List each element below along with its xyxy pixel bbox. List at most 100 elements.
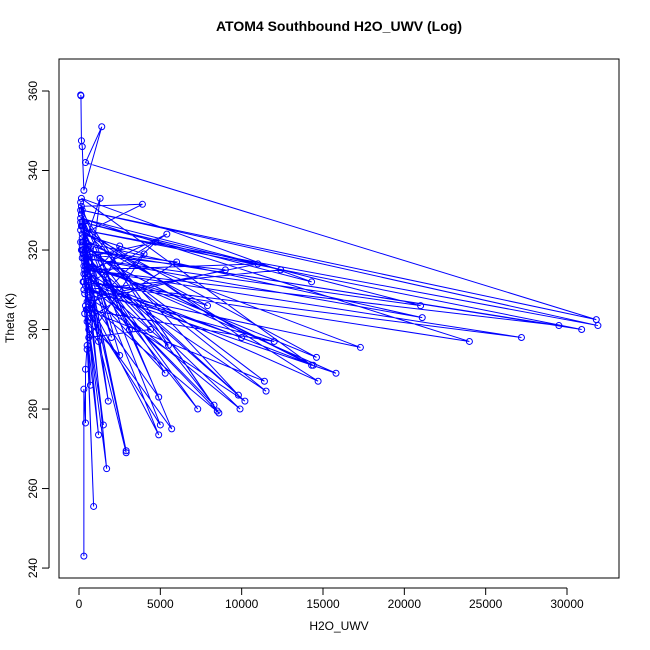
data-point — [594, 322, 602, 330]
data-point — [85, 326, 93, 334]
data-point — [122, 447, 130, 455]
data-point — [417, 302, 425, 310]
data-point — [99, 421, 107, 429]
data-point — [168, 425, 176, 433]
data-point — [78, 246, 86, 254]
data-point — [77, 238, 85, 246]
data-point — [77, 202, 85, 210]
data-point — [517, 333, 525, 341]
data-point — [83, 345, 91, 353]
data-point — [236, 405, 244, 413]
data-point — [308, 361, 316, 369]
data-point — [79, 222, 87, 230]
data-point — [85, 333, 93, 341]
data-point — [83, 318, 91, 326]
data-point — [77, 198, 85, 206]
data-point — [418, 314, 426, 322]
x-tick-label: 15000 — [306, 597, 340, 611]
x-tick-label: 30000 — [550, 597, 584, 611]
data-point — [194, 405, 202, 413]
data-point — [161, 369, 169, 377]
data-point — [77, 92, 85, 100]
data-point — [164, 341, 172, 349]
data-point — [77, 194, 85, 202]
data-point — [80, 250, 88, 258]
x-tick-label: 10000 — [225, 597, 259, 611]
data-point — [155, 431, 163, 439]
data-point — [83, 341, 91, 349]
plot-frame — [58, 58, 620, 579]
y-axis-label: Theta (K) — [3, 293, 17, 343]
x-tick-label: 5000 — [147, 597, 174, 611]
y-tick-label: 260 — [26, 478, 40, 498]
data-point — [125, 326, 133, 334]
data-point — [116, 242, 124, 250]
data-point — [103, 465, 111, 473]
data-point — [85, 294, 93, 302]
data-point — [356, 343, 364, 351]
data-point — [578, 326, 586, 334]
data-point — [108, 333, 116, 341]
data-point — [210, 401, 218, 409]
data-point — [95, 431, 103, 439]
data-point — [213, 407, 221, 415]
data-point — [81, 266, 89, 274]
data-point — [163, 230, 171, 238]
data-point — [312, 353, 320, 361]
data-point — [90, 502, 98, 510]
data-point — [77, 210, 85, 218]
data-point — [78, 242, 86, 250]
y-tick-label: 280 — [26, 399, 40, 419]
data-point — [81, 282, 89, 290]
data-point — [238, 333, 246, 341]
x-tick-label: 0 — [76, 597, 83, 611]
data-point — [140, 250, 148, 258]
data-point — [98, 123, 106, 131]
data-point — [156, 421, 164, 429]
data-point — [78, 234, 86, 242]
y-tick-label: 340 — [26, 160, 40, 180]
data-point — [332, 369, 340, 377]
data-point — [104, 397, 112, 405]
data-point — [221, 266, 229, 274]
y-tick-label: 360 — [26, 81, 40, 101]
y-tick-label: 300 — [26, 319, 40, 339]
data-point — [270, 337, 278, 345]
data-point — [86, 381, 94, 389]
data-point — [80, 552, 88, 560]
x-tick-label: 25000 — [469, 597, 503, 611]
data-point — [81, 290, 89, 298]
data-point — [80, 254, 88, 262]
data-point — [80, 270, 88, 278]
data-point — [79, 238, 87, 246]
data-point — [81, 365, 89, 373]
y-tick-label: 240 — [26, 558, 40, 578]
data-point — [155, 393, 163, 401]
data-point — [80, 278, 88, 286]
data-point — [81, 419, 89, 427]
data-point — [80, 385, 88, 393]
chart-title: ATOM4 Southbound H2O_UWV (Log) — [216, 18, 462, 34]
data-point — [465, 337, 473, 345]
data-point — [260, 377, 268, 385]
data-point — [555, 322, 563, 330]
data-point — [277, 266, 285, 274]
data-point — [80, 186, 88, 194]
data-point — [81, 159, 89, 167]
data-point — [77, 214, 85, 222]
data-point — [95, 337, 103, 345]
data-point — [81, 274, 89, 282]
data-point — [81, 302, 89, 310]
series-line — [80, 94, 599, 557]
data-point — [314, 377, 322, 385]
data-point — [81, 262, 89, 270]
data-point — [204, 302, 212, 310]
data-point — [77, 206, 85, 214]
data-point — [81, 310, 89, 318]
data-point — [215, 409, 223, 417]
data-point — [147, 326, 155, 334]
data-point — [83, 298, 91, 306]
data-point — [78, 230, 86, 238]
data-point — [80, 286, 88, 294]
